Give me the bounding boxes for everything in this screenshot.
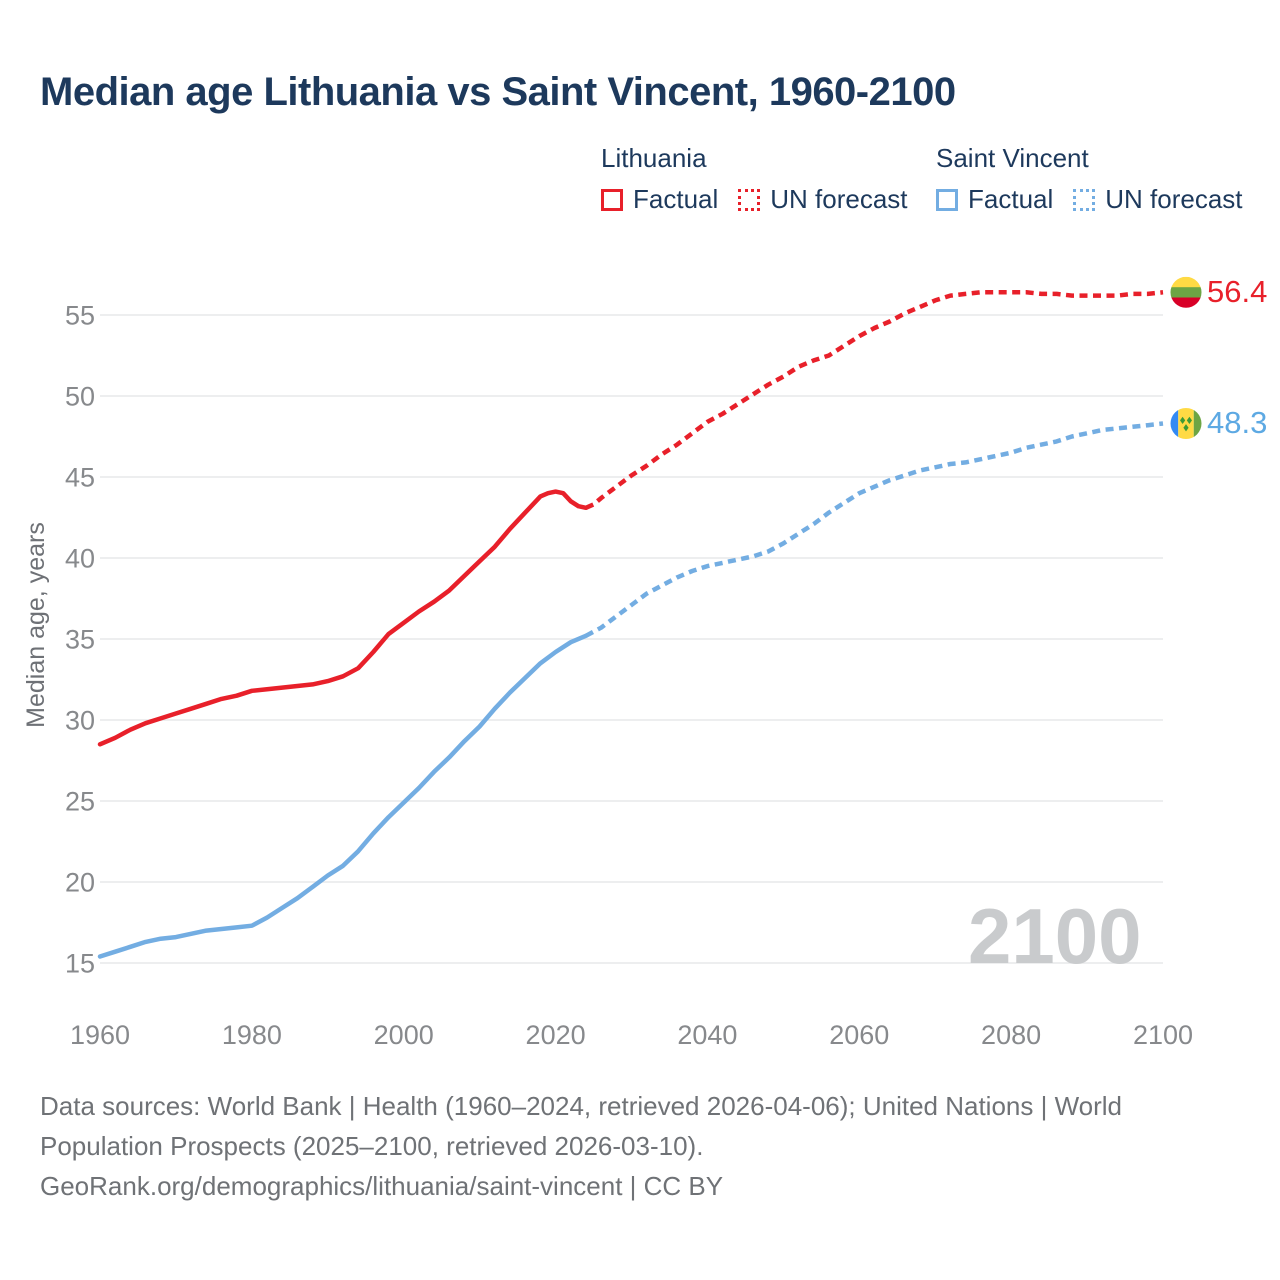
legend-group-title: Saint Vincent xyxy=(936,143,1089,173)
y-tick-label: 50 xyxy=(65,382,95,412)
legend-group-title: Lithuania xyxy=(601,143,707,173)
saint-vincent-end-value: 48.3 xyxy=(1207,405,1268,440)
lithuania-factual-swatch-icon xyxy=(601,188,623,211)
legend-item-label: UN forecast xyxy=(770,184,908,214)
x-tick-label: 1960 xyxy=(70,1020,130,1050)
footer-line: GeoRank.org/demographics/lithuania/saint… xyxy=(40,1171,724,1201)
legend-group-lithuania: Lithuania Factual UN forecast xyxy=(601,143,928,215)
lithuania-end-value: 56.4 xyxy=(1207,274,1268,309)
legend-row: Factual UN forecast xyxy=(936,184,1263,215)
y-tick-label: 25 xyxy=(65,787,95,817)
x-tick-label: 2020 xyxy=(526,1020,586,1050)
x-tick-label: 2080 xyxy=(981,1020,1041,1050)
footer: Data sources: World Bank | Health (1960–… xyxy=(40,1086,1122,1206)
saint-vincent-factual-line xyxy=(97,633,589,959)
x-tick-label: 2060 xyxy=(829,1020,889,1050)
x-tick-label: 1980 xyxy=(222,1020,282,1050)
saint-vincent-forecast-swatch-icon xyxy=(1073,188,1096,211)
legend-group-saint-vincent: Saint Vincent Factual UN forecast xyxy=(936,143,1263,215)
y-tick-label: 15 xyxy=(65,949,95,979)
watermark-year: 2100 xyxy=(968,892,1142,980)
legend-item-label: UN forecast xyxy=(1105,184,1243,214)
saint-vincent-factual-swatch-icon xyxy=(936,188,958,211)
y-tick-label: 40 xyxy=(65,544,95,574)
lithuania-forecast-swatch-icon xyxy=(738,188,761,211)
y-tick-label: 30 xyxy=(65,706,95,736)
y-tick-label: 45 xyxy=(65,463,95,493)
lithuania-forecast-line xyxy=(585,290,1164,510)
y-tick-label: 35 xyxy=(65,625,95,655)
saint-vincent-flag-icon xyxy=(1170,408,1202,439)
y-axis-title: Median age, years xyxy=(22,522,50,728)
lithuania-factual-line xyxy=(97,489,589,747)
footer-line: Data sources: World Bank | Health (1960–… xyxy=(40,1091,1123,1121)
y-tick-label: 55 xyxy=(65,301,95,331)
y-tick-label: 20 xyxy=(65,868,95,898)
lithuania-flag-icon xyxy=(1170,276,1202,308)
page-title: Median age Lithuania vs Saint Vincent, 1… xyxy=(40,70,956,114)
saint-vincent-forecast-line xyxy=(584,421,1164,638)
legend-row: Factual UN forecast xyxy=(601,184,928,215)
footer-line: Population Prospects (2025–2100, retriev… xyxy=(40,1131,704,1161)
legend-item-label: Factual xyxy=(968,184,1054,214)
x-tick-label: 2100 xyxy=(1133,1020,1193,1050)
legend-item-label: Factual xyxy=(633,184,719,214)
x-tick-label: 2000 xyxy=(374,1020,434,1050)
x-tick-label: 2040 xyxy=(677,1020,737,1050)
